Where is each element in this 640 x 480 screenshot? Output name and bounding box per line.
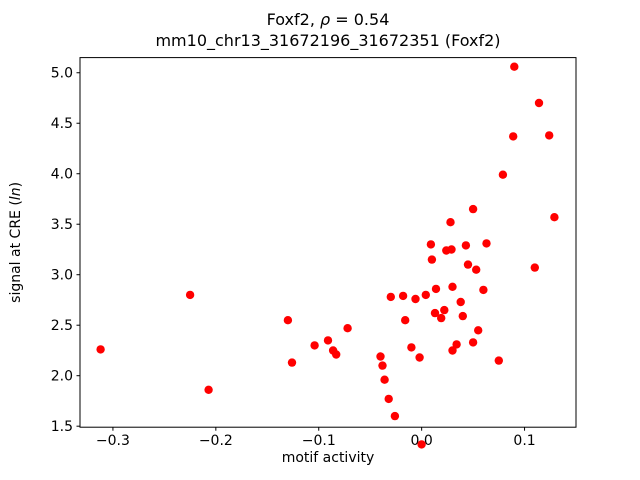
data-point bbox=[431, 284, 441, 294]
data-point bbox=[545, 131, 554, 140]
data-point bbox=[456, 297, 465, 307]
data-point bbox=[509, 132, 518, 141]
y-tick-label: 3.0 bbox=[51, 268, 73, 284]
y-axis-label-prefix: signal at CRE ( bbox=[8, 200, 24, 303]
data-point bbox=[332, 350, 341, 359]
data-point bbox=[398, 291, 408, 301]
data-point bbox=[415, 353, 424, 362]
data-point bbox=[384, 394, 393, 404]
chart-title-eq: = 0.54 bbox=[330, 10, 389, 29]
data-point bbox=[287, 358, 297, 367]
x-tick-label: −0.3 bbox=[96, 433, 130, 449]
data-point bbox=[310, 341, 319, 350]
data-point bbox=[390, 411, 400, 421]
data-point bbox=[283, 316, 293, 325]
y-tick-label: 3.5 bbox=[51, 217, 73, 233]
data-point bbox=[534, 98, 544, 108]
data-point bbox=[447, 245, 456, 254]
data-point bbox=[448, 346, 457, 355]
data-point bbox=[96, 345, 105, 354]
data-point bbox=[378, 361, 387, 370]
data-point bbox=[411, 294, 420, 304]
data-point bbox=[401, 316, 410, 325]
data-point bbox=[426, 240, 436, 249]
data-point bbox=[343, 324, 352, 333]
y-tick-label: 4.0 bbox=[51, 167, 73, 183]
x-tick-label: −0.1 bbox=[302, 433, 336, 449]
data-point bbox=[407, 343, 416, 352]
data-point bbox=[530, 263, 539, 272]
data-point bbox=[479, 285, 488, 295]
y-tick-label: 1.5 bbox=[51, 419, 73, 435]
data-point bbox=[498, 170, 508, 179]
data-point bbox=[386, 292, 395, 302]
data-point bbox=[185, 290, 195, 300]
y-axis-label-italic: ln bbox=[8, 187, 24, 200]
y-tick-label: 2.0 bbox=[51, 369, 73, 385]
data-point bbox=[458, 311, 467, 321]
x-tick-label: 0.1 bbox=[513, 433, 535, 449]
scatter-points bbox=[96, 62, 559, 449]
chart-title-rho: ρ bbox=[320, 10, 330, 29]
y-tick-label: 2.5 bbox=[51, 318, 73, 334]
data-point bbox=[421, 290, 430, 300]
x-tick-label: −0.2 bbox=[199, 433, 233, 449]
y-axis-label-suffix: ) bbox=[8, 182, 24, 187]
x-ticks: −0.3−0.2−0.10.00.1 bbox=[96, 427, 536, 449]
plot-area-border bbox=[79, 57, 577, 428]
x-axis-label: motif activity bbox=[282, 450, 375, 466]
data-point bbox=[461, 241, 471, 250]
data-point bbox=[417, 440, 426, 449]
data-point bbox=[376, 352, 385, 361]
data-point bbox=[482, 239, 491, 248]
data-point bbox=[204, 385, 213, 394]
data-point bbox=[463, 260, 473, 269]
data-point bbox=[430, 308, 440, 318]
data-point bbox=[437, 313, 446, 323]
data-point bbox=[510, 62, 519, 71]
data-point bbox=[494, 356, 503, 365]
y-axis-label: signal at CRE (ln) bbox=[8, 182, 24, 303]
data-point bbox=[550, 213, 559, 222]
chart-subtitle: mm10_chr13_31672196_31672351 (Foxf2) bbox=[155, 31, 500, 51]
data-point bbox=[448, 282, 457, 291]
data-point bbox=[427, 255, 437, 264]
data-point bbox=[440, 305, 449, 315]
data-point bbox=[446, 218, 455, 227]
data-point bbox=[380, 375, 389, 384]
chart-title: Foxf2, ρ = 0.54 bbox=[267, 10, 390, 29]
data-point bbox=[474, 326, 483, 335]
y-ticks: 1.5 2.0 2.5 3.0 3.5 4.0 4.5 5.0 bbox=[51, 66, 80, 435]
data-point bbox=[452, 340, 461, 349]
data-point bbox=[323, 336, 333, 345]
y-tick-label: 4.5 bbox=[51, 116, 73, 132]
chart-title-prefix: Foxf2, bbox=[267, 10, 320, 29]
y-tick-label: 5.0 bbox=[51, 66, 73, 82]
data-point bbox=[468, 204, 478, 214]
data-point bbox=[472, 265, 481, 274]
data-point bbox=[468, 338, 478, 347]
